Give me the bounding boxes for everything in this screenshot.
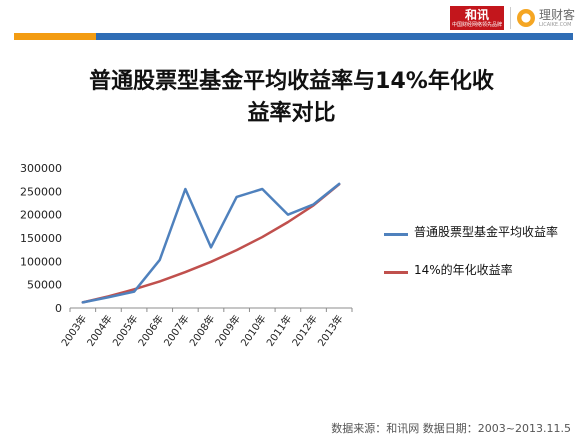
- legend-swatch-fund: [384, 233, 408, 236]
- y-tick-label: 150000: [20, 232, 62, 245]
- legend-label-14pct: 14%的年化收益率: [414, 263, 513, 277]
- x-tick-label: 2011年: [263, 312, 294, 348]
- header-orange-bar: [14, 33, 96, 40]
- series-line-14pct-annualized: [81, 183, 341, 304]
- x-tick-label: 2010年: [238, 312, 269, 348]
- licaike-sun-icon: [516, 9, 535, 27]
- x-tick-label: 2006年: [135, 312, 166, 348]
- legend-item-fund: 普通股票型基金平均收益率: [384, 224, 574, 240]
- header-blue-bar: [14, 33, 573, 40]
- legend-label-fund: 普通股票型基金平均收益率: [414, 225, 559, 239]
- chart-title-line-1: 普通股票型基金平均收益率与14%年化收: [89, 69, 494, 94]
- x-tick-label: 2009年: [212, 312, 243, 348]
- y-tick-label: 200000: [20, 209, 62, 222]
- x-tick-label: 2004年: [84, 312, 115, 348]
- chart-legend: 普通股票型基金平均收益率 14%的年化收益率: [384, 224, 574, 300]
- data-source-note: 数据来源：和讯网 数据日期：2003~2013.11.5: [331, 422, 571, 435]
- y-tick-label: 0: [55, 302, 62, 315]
- x-tick-label: 2012年: [289, 312, 320, 348]
- x-tick-label: 2013年: [315, 312, 346, 348]
- y-tick-label: 50000: [27, 279, 62, 292]
- licaike-logo-subtext: LICAIKE.COM: [538, 21, 572, 28]
- hexun-logo-subtext: 中国财经网络领先品牌: [451, 21, 502, 28]
- hexun-logo-text: 和讯: [464, 7, 489, 22]
- y-tick-label: 300000: [20, 162, 62, 175]
- legend-item-14pct: 14%的年化收益率: [384, 262, 574, 278]
- x-tick-label: 2003年: [58, 312, 89, 348]
- header-logos: 和讯 中国财经网络领先品牌 理财客 LICAIKE.COM: [449, 4, 575, 32]
- logo-divider: [509, 7, 511, 29]
- x-tick-label: 2007年: [161, 312, 192, 348]
- x-tick-label: 2008年: [186, 312, 217, 348]
- hexun-logo: 和讯 中国财经网络领先品牌: [449, 6, 504, 30]
- legend-swatch-14pct: [384, 271, 408, 274]
- licaike-logo: 理财客 LICAIKE.COM: [516, 7, 575, 28]
- chart-title-line-2: 益率对比: [247, 101, 336, 126]
- series-line-fund-average: [81, 182, 341, 304]
- chart-title: 普通股票型基金平均收益率与14%年化收 益率对比: [40, 66, 543, 130]
- licaike-logo-text: 理财客: [538, 7, 575, 22]
- y-tick-label: 100000: [20, 255, 62, 268]
- x-tick-label: 2005年: [110, 312, 141, 348]
- y-tick-label: 250000: [20, 185, 62, 198]
